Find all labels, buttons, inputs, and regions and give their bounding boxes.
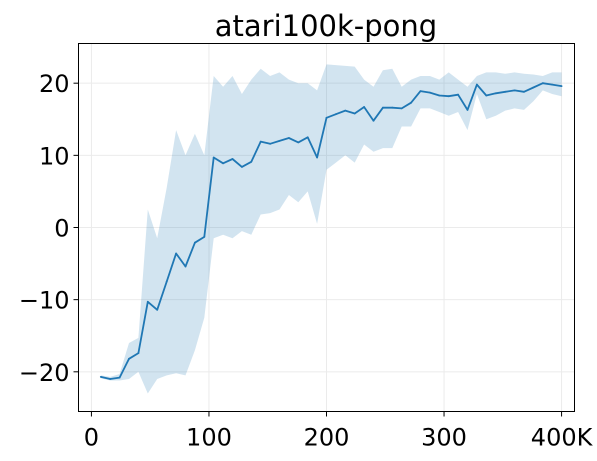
- data-point: [306, 136, 309, 139]
- data-point: [184, 265, 187, 268]
- y-axis: −20 −10 0 10 20: [19, 70, 79, 387]
- data-point: [494, 92, 497, 95]
- data-point: [466, 109, 469, 111]
- y-tick-label: 0: [54, 215, 69, 243]
- data-point: [194, 241, 196, 244]
- data-point: [513, 89, 516, 92]
- data-point: [269, 142, 271, 145]
- data-point: [128, 357, 130, 360]
- data-point: [278, 140, 281, 142]
- confidence-band-layer: [100, 64, 562, 394]
- data-point: [156, 308, 159, 311]
- data-point: [410, 101, 412, 104]
- data-point: [363, 106, 365, 108]
- y-tick-label: 20: [39, 70, 70, 98]
- data-point: [288, 137, 290, 139]
- data-point: [146, 300, 149, 303]
- series-line: [100, 82, 562, 380]
- y-tick-label: −20: [19, 359, 70, 387]
- data-point: [382, 106, 384, 109]
- data-point: [372, 119, 375, 122]
- data-point: [175, 252, 178, 255]
- x-tick-label: 0: [84, 424, 99, 452]
- data-point: [259, 140, 262, 143]
- data-point: [325, 116, 328, 119]
- data-point: [438, 94, 441, 97]
- data-point: [419, 90, 422, 92]
- data-point: [476, 83, 478, 86]
- data-point: [165, 280, 168, 283]
- data-point: [137, 352, 140, 354]
- chart-title: atari100k-pong: [215, 9, 437, 43]
- data-point: [241, 166, 243, 168]
- x-tick-label: 400K: [531, 424, 594, 452]
- data-point: [344, 109, 347, 112]
- data-point: [99, 376, 102, 378]
- data-point: [231, 158, 234, 160]
- data-point: [523, 90, 525, 93]
- data-point: [222, 162, 225, 165]
- data-point: [316, 156, 318, 159]
- data-point: [541, 82, 544, 85]
- data-point: [203, 236, 206, 238]
- data-point: [485, 94, 488, 97]
- data-point: [532, 86, 535, 89]
- data-point: [335, 113, 337, 116]
- x-axis: 0 100 200 300 400K: [84, 411, 594, 452]
- x-tick-label: 100: [186, 424, 232, 452]
- data-point: [250, 160, 253, 163]
- x-tick-label: 300: [421, 424, 467, 452]
- data-point: [109, 378, 112, 380]
- data-point: [504, 90, 507, 93]
- data-point: [447, 95, 450, 98]
- data-point: [457, 93, 459, 96]
- data-point: [551, 83, 554, 86]
- x-tick-label: 200: [304, 424, 350, 452]
- y-tick-label: −10: [19, 287, 70, 315]
- confidence-band: [100, 64, 562, 394]
- series-line-layer: [99, 82, 563, 380]
- data-point: [353, 112, 356, 115]
- data-point: [297, 141, 300, 144]
- data-point: [400, 107, 403, 110]
- data-point: [391, 106, 394, 109]
- y-tick-label: 10: [39, 142, 70, 170]
- data-point: [118, 376, 121, 379]
- data-point: [212, 156, 215, 159]
- data-point: [560, 85, 563, 87]
- data-point: [429, 91, 431, 94]
